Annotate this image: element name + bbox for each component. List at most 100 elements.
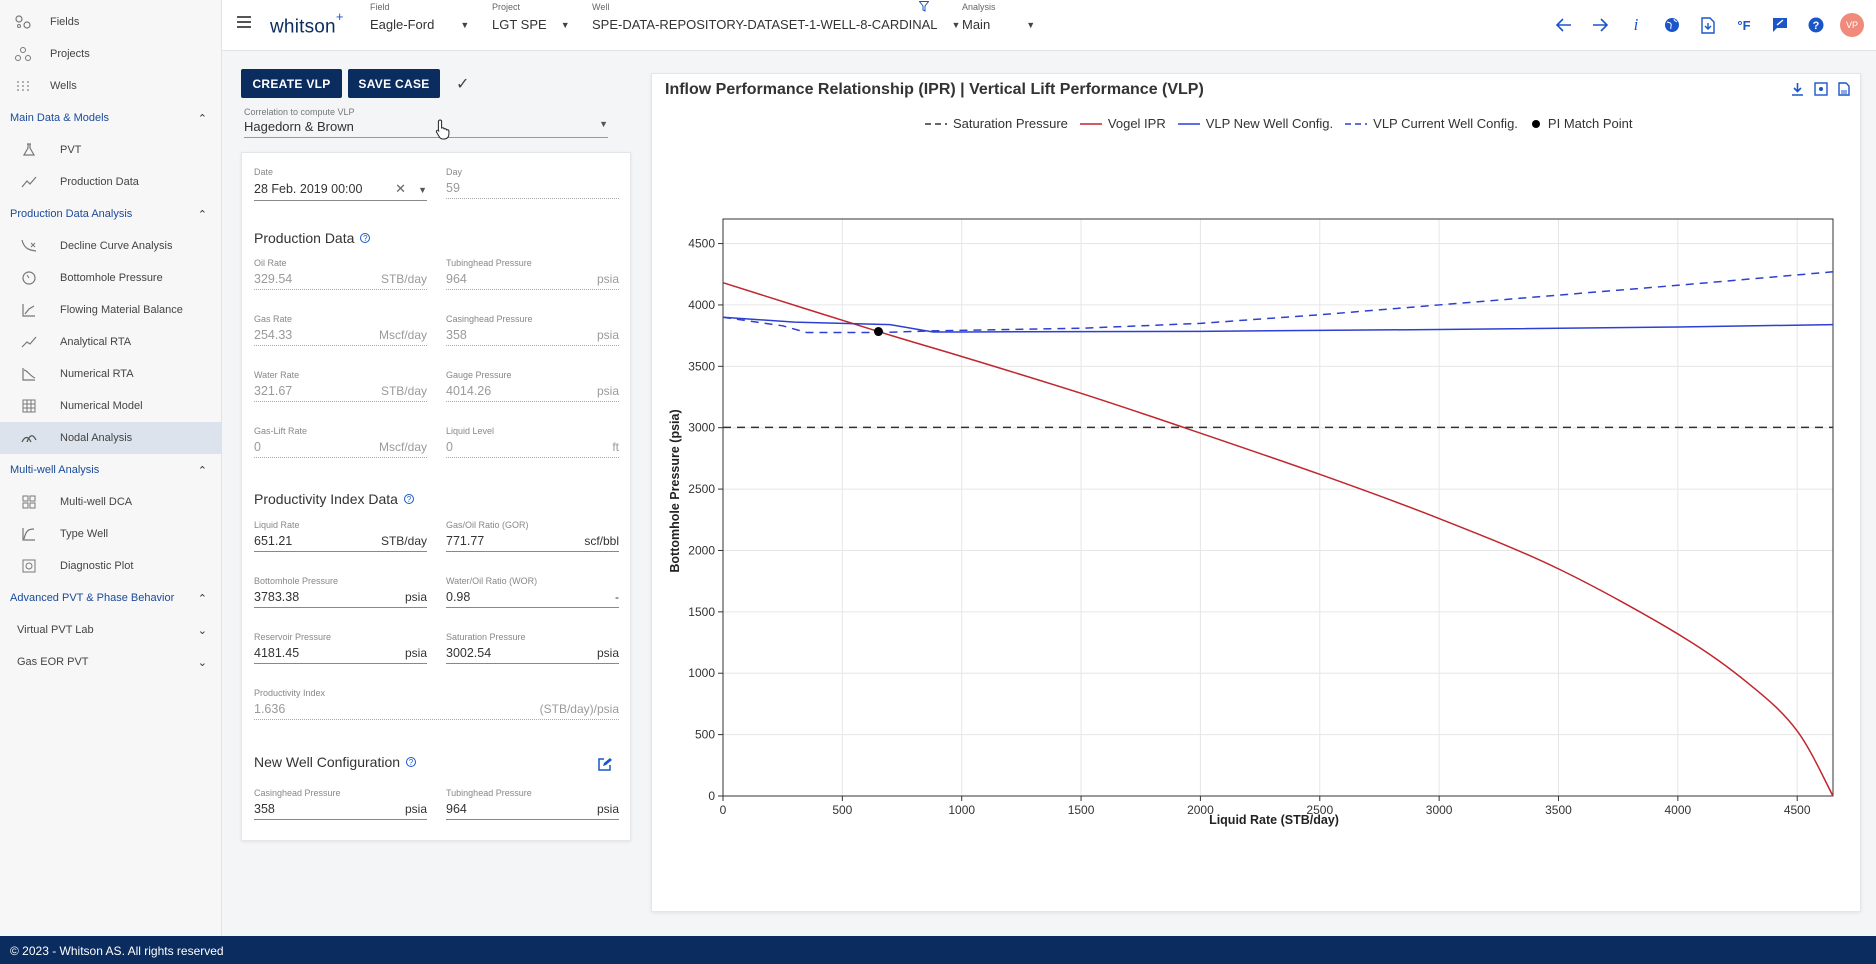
sidebar-item-numerical-rta[interactable]: Numerical RTA [0, 358, 221, 390]
sidebar-item-label: Numerical RTA [60, 368, 134, 380]
water-rate-field: Water Rate 321.67 STB/day [254, 370, 427, 402]
well-select[interactable]: Well SPE-DATA-REPOSITORY-DATASET-1-WELL-… [592, 2, 960, 32]
sidebar-item-label: Flowing Material Balance [60, 304, 183, 316]
field-value: 771.77 [446, 534, 485, 548]
plot-frame [722, 218, 1834, 797]
whitson-logo[interactable]: whitson+ [270, 9, 344, 38]
sidebar-section-advanced-pvt[interactable]: Advanced PVT & Phase Behavior ⌃ [0, 582, 221, 614]
help-circle-icon[interactable]: ? [360, 233, 371, 243]
feedback-icon[interactable] [1768, 13, 1792, 37]
field-value: 0.98 [446, 590, 471, 604]
gor-field[interactable]: Gas/Oil Ratio (GOR) 771.77 scf/bbl [446, 520, 619, 552]
ipr-vlp-chart-card: Inflow Performance Relationship (IPR) | … [651, 73, 1861, 912]
filter-icon[interactable] [918, 1, 930, 15]
legend-item-vlp-new-well[interactable]: VLP New Well Config. [1177, 116, 1334, 131]
sidebar-item-analytical-rta[interactable]: Analytical RTA [0, 326, 221, 358]
chart-axes-icon [18, 366, 40, 382]
liquid-rate-field[interactable]: Liquid Rate 651.21 STB/day [254, 520, 427, 552]
menu-icon[interactable] [237, 16, 251, 28]
help-icon[interactable]: ? [1804, 13, 1828, 37]
analysis-value: Main [962, 17, 991, 32]
x-tick-label: 4000 [1664, 803, 1691, 817]
field-value: Eagle-Ford [370, 17, 435, 32]
sidebar-item-wells[interactable]: Wells [0, 70, 221, 102]
sidebar-item-decline-curve-analysis[interactable]: Decline Curve Analysis [0, 230, 221, 262]
correlation-select[interactable]: Correlation to compute VLP Hagedorn & Br… [244, 107, 608, 138]
sidebar-item-numerical-model[interactable]: Numerical Model [0, 390, 221, 422]
bottomhole-pressure-field[interactable]: Bottomhole Pressure 3783.38 psia [254, 576, 427, 608]
field-unit: Mscf/day [378, 328, 427, 342]
vlp-new-well-line[interactable] [722, 316, 1834, 333]
date-field[interactable]: Date 28 Feb. 2019 00:00 ✕ ▼ [254, 167, 427, 201]
create-vlp-button[interactable]: CREATE VLP [241, 69, 342, 98]
sidebar: Fields Projects Wells Main Data & Models… [0, 0, 222, 936]
field-unit: Mscf/day [378, 440, 427, 454]
info-icon[interactable]: i [1633, 15, 1639, 34]
sidebar-item-projects[interactable]: Projects [0, 38, 221, 70]
analysis-select[interactable]: Analysis Main ▼ [962, 2, 1035, 32]
save-case-button[interactable]: SAVE CASE [348, 69, 440, 98]
flask-icon [18, 142, 40, 158]
sidebar-item-nodal-analysis[interactable]: Nodal Analysis [0, 422, 221, 454]
field-value: 3783.38 [254, 590, 300, 604]
y-tick-label: 4500 [688, 237, 715, 251]
legend-item-saturation-pressure[interactable]: Saturation Pressure [925, 116, 1068, 131]
vlp-current-well-line[interactable] [722, 271, 1834, 334]
legend-item-pi-match-point[interactable]: PI Match Point [1530, 116, 1632, 131]
help-circle-icon[interactable]: ? [403, 494, 414, 504]
caret-down-icon: ▼ [599, 119, 608, 129]
export-file-icon[interactable] [1838, 82, 1850, 99]
field-label: Tubinghead Pressure [446, 788, 532, 798]
ipr-vlp-chart[interactable]: 0 500 1000 1500 2000 2500 3000 3500 4000 4500 0 500… [652, 147, 1852, 907]
arrow-right-icon[interactable] [1588, 13, 1612, 37]
download-icon[interactable] [1791, 82, 1804, 99]
diagnostic-plot-icon [18, 558, 40, 574]
fields-icon [12, 14, 34, 30]
sidebar-item-bottomhole-pressure[interactable]: Bottomhole Pressure [0, 262, 221, 294]
field-select[interactable]: Field Eagle-Ford ▼ [370, 2, 469, 32]
saturation-pressure-field[interactable]: Saturation Pressure 3002.54 psia [446, 632, 619, 664]
globe-icon[interactable] [1660, 13, 1684, 37]
new-tubinghead-pressure-field[interactable]: Tubinghead Pressure 964 psia [446, 788, 619, 820]
sidebar-item-label: Analytical RTA [60, 336, 132, 348]
sidebar-item-multi-well-dca[interactable]: Multi-well DCA [0, 486, 221, 518]
fullscreen-icon[interactable] [1814, 82, 1828, 99]
sidebar-item-gas-eor-pvt[interactable]: Gas EOR PVT ⌄ [0, 646, 221, 678]
sidebar-item-virtual-pvt-lab[interactable]: Virtual PVT Lab ⌄ [0, 614, 221, 646]
pi-match-point[interactable] [873, 327, 883, 337]
sidebar-item-fields[interactable]: Fields [0, 6, 221, 38]
avatar[interactable]: VP [1840, 13, 1864, 37]
footer: © 2023 - Whitson AS. All rights reserved [0, 936, 1876, 964]
sidebar-section-main-data[interactable]: Main Data & Models ⌃ [0, 102, 221, 134]
file-import-icon[interactable] [1696, 13, 1720, 37]
reservoir-pressure-field[interactable]: Reservoir Pressure 4181.45 psia [254, 632, 427, 664]
sidebar-section-production-data-analysis[interactable]: Production Data Analysis ⌃ [0, 198, 221, 230]
field-value: 329.54 [254, 272, 293, 286]
mouse-cursor-icon [435, 118, 451, 145]
legend-item-vlp-current-well[interactable]: VLP Current Well Config. [1345, 116, 1518, 131]
help-circle-icon[interactable]: ? [406, 757, 417, 767]
arrow-left-icon[interactable] [1552, 13, 1576, 37]
liquid-level-field: Liquid Level 0 ft [446, 426, 619, 458]
sidebar-item-type-well[interactable]: Type Well [0, 518, 221, 550]
field-label: Water/Oil Ratio (WOR) [446, 576, 538, 586]
caret-down-icon[interactable]: ▼ [418, 185, 427, 195]
sidebar-item-production-data[interactable]: Production Data [0, 166, 221, 198]
edit-icon[interactable] [597, 757, 612, 776]
new-casinghead-pressure-field[interactable]: Casinghead Pressure 358 psia [254, 788, 427, 820]
sidebar-item-label: Numerical Model [60, 400, 143, 412]
sidebar-item-pvt[interactable]: PVT [0, 134, 221, 166]
field-label: Liquid Level [446, 426, 495, 436]
temperature-unit-toggle[interactable]: °F [1737, 17, 1751, 33]
gas-rate-field: Gas Rate 254.33 Mscf/day [254, 314, 427, 346]
project-select[interactable]: Project LGT SPE ▼ [492, 2, 570, 32]
sidebar-item-flowing-material-balance[interactable]: Flowing Material Balance [0, 294, 221, 326]
field-unit: psia [596, 328, 619, 342]
legend-item-vogel-ipr[interactable]: Vogel IPR [1079, 116, 1166, 131]
sidebar-item-diagnostic-plot[interactable]: Diagnostic Plot [0, 550, 221, 582]
grid-icon [18, 494, 40, 510]
wor-field[interactable]: Water/Oil Ratio (WOR) 0.98 - [446, 576, 619, 608]
clear-icon[interactable]: ✕ [395, 181, 407, 196]
vogel-ipr-line[interactable] [722, 282, 1834, 797]
sidebar-section-multi-well-analysis[interactable]: Multi-well Analysis ⌃ [0, 454, 221, 486]
